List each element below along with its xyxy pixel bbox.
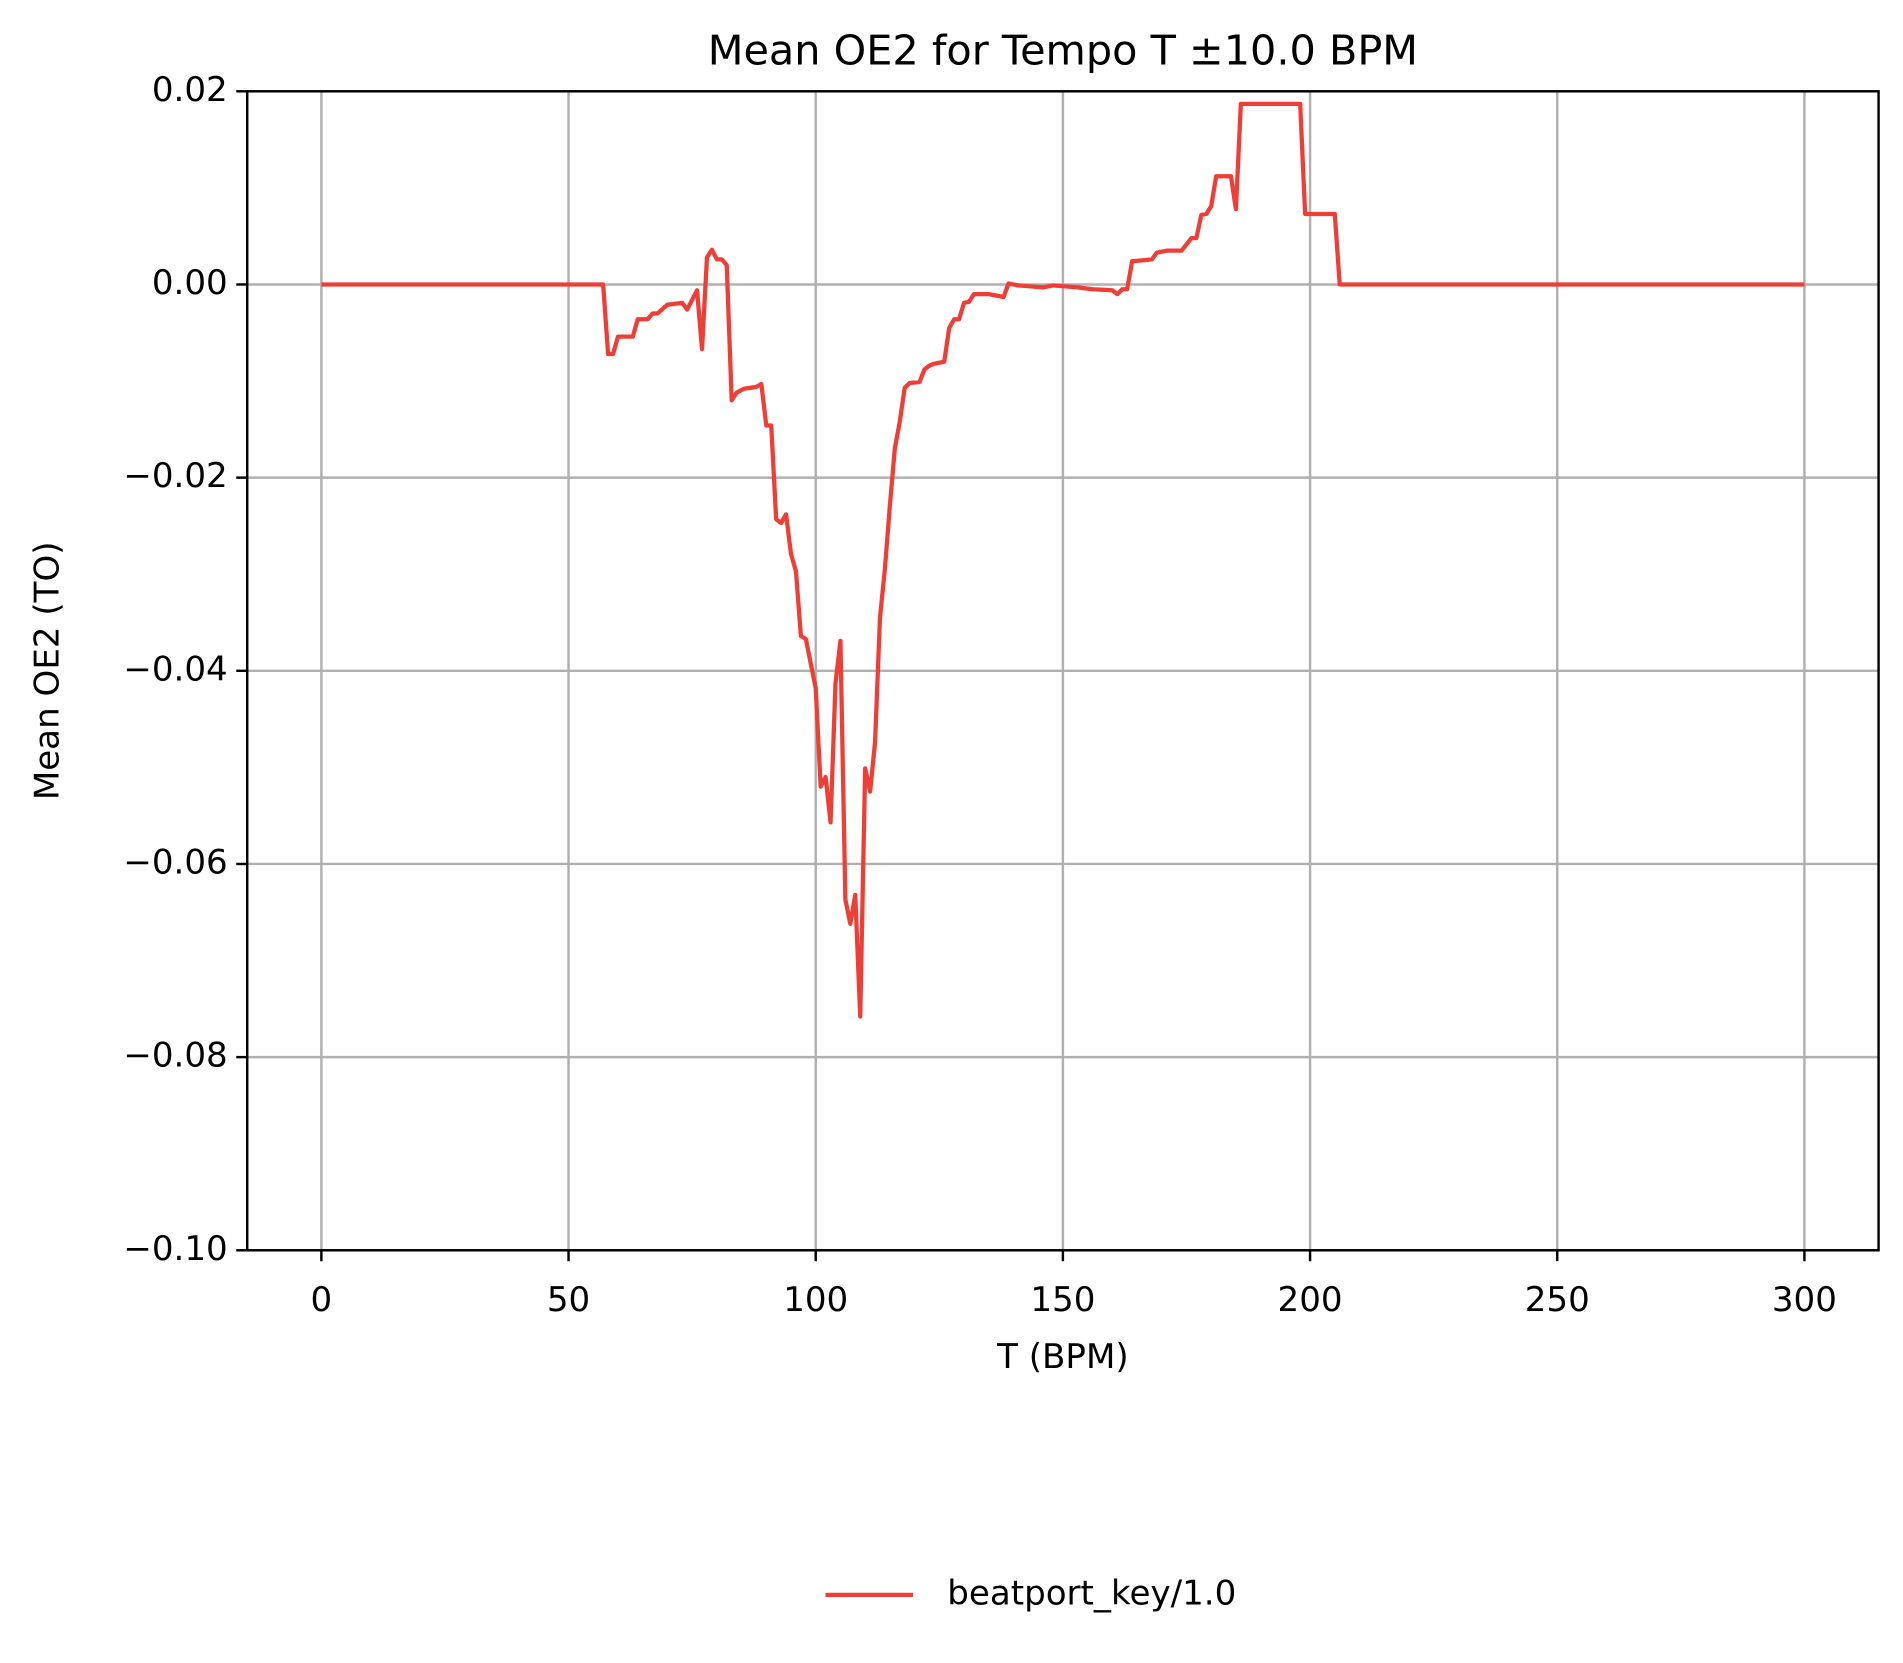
y-tick-label: 0.02: [152, 70, 228, 110]
x-tick-label: 200: [1278, 1280, 1343, 1320]
plot-frame: [246, 90, 1880, 1252]
x-tick-label: 100: [783, 1280, 848, 1320]
legend-label: beatport_key/1.0: [947, 1573, 1236, 1613]
x-axis-label: T (BPM): [996, 1337, 1129, 1377]
chart-title: Mean OE2 for Tempo T ±10.0 BPM: [708, 27, 1418, 75]
y-tick-label: −0.02: [123, 456, 227, 496]
y-tick-label: 0.00: [152, 263, 228, 303]
x-tick-label: 0: [311, 1280, 333, 1320]
y-tick-label: −0.04: [123, 649, 227, 689]
x-tick-label: 50: [547, 1280, 590, 1320]
y-axis-label: Mean OE2 (TO): [27, 541, 67, 800]
x-tick-label: 300: [1772, 1280, 1837, 1320]
data-line: [321, 101, 1805, 1019]
x-tick-label: 150: [1030, 1280, 1095, 1320]
x-tick-label: 250: [1525, 1280, 1590, 1320]
y-tick-label: −0.06: [123, 842, 227, 882]
y-tick-label: −0.10: [123, 1229, 227, 1269]
y-tick-label: −0.08: [123, 1036, 227, 1076]
